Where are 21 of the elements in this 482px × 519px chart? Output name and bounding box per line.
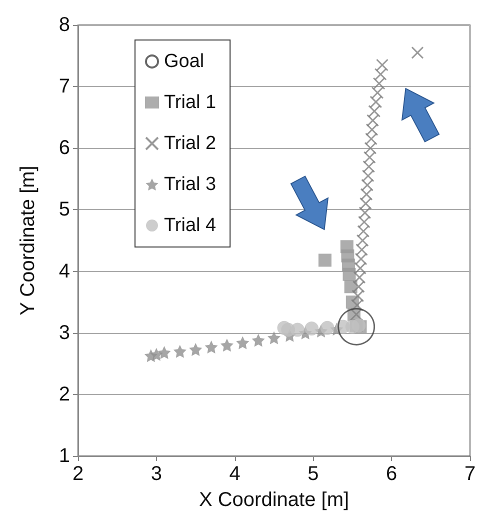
x-tick-label: 4 [229, 463, 240, 485]
legend-label: Trial 1 [164, 92, 216, 113]
legend-label: Trial 3 [164, 174, 216, 195]
y-tick-label: 7 [58, 76, 70, 98]
legend-label: Trial 2 [164, 133, 216, 154]
y-tick-label: 2 [58, 383, 70, 406]
x-tick-label: 2 [72, 463, 84, 485]
legend-label: Goal [164, 51, 204, 72]
x-tick-label: 6 [386, 463, 398, 485]
y-tick-label: 1 [58, 445, 70, 467]
y-tick-label: 3 [58, 322, 70, 344]
x-tick-label: 7 [464, 463, 476, 485]
x-axis-title: X Coordinate [m] [198, 489, 350, 511]
y-tick-label: 8 [58, 14, 70, 36]
y-tick-label: 4 [58, 260, 70, 282]
y-tick-label: 6 [58, 137, 70, 160]
legend-label: Trial 4 [164, 215, 217, 236]
y-tick-label: 5 [58, 198, 70, 221]
x-tick-label: 5 [308, 463, 319, 485]
x-tick-label: 3 [150, 463, 162, 485]
y-axis-title: Y Coordinate [m] [17, 166, 39, 316]
